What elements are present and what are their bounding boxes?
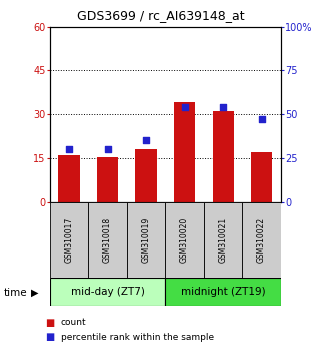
Bar xyxy=(204,202,242,278)
Bar xyxy=(213,111,234,202)
Text: midnight (ZT19): midnight (ZT19) xyxy=(181,287,265,297)
Bar xyxy=(50,202,88,278)
Text: GSM310018: GSM310018 xyxy=(103,217,112,263)
Text: mid-day (ZT7): mid-day (ZT7) xyxy=(71,287,144,297)
Text: ■: ■ xyxy=(45,332,54,342)
Bar xyxy=(174,103,195,202)
Text: GSM310022: GSM310022 xyxy=(257,217,266,263)
Bar xyxy=(58,155,80,202)
Text: count: count xyxy=(61,318,87,327)
Point xyxy=(259,116,264,122)
Point xyxy=(66,147,72,152)
Text: percentile rank within the sample: percentile rank within the sample xyxy=(61,332,214,342)
Text: GSM310017: GSM310017 xyxy=(65,217,74,263)
Point xyxy=(221,104,226,110)
Text: GSM310020: GSM310020 xyxy=(180,217,189,263)
Text: time: time xyxy=(3,288,27,298)
Text: ▶: ▶ xyxy=(31,288,39,298)
Point xyxy=(105,147,110,152)
Bar xyxy=(165,278,281,306)
Bar xyxy=(135,149,157,202)
Bar xyxy=(127,202,165,278)
Bar xyxy=(251,152,272,202)
Bar xyxy=(165,202,204,278)
Text: GSM310021: GSM310021 xyxy=(219,217,228,263)
Bar xyxy=(50,278,165,306)
Text: GSM310019: GSM310019 xyxy=(142,217,151,263)
Bar xyxy=(97,156,118,202)
Text: GDS3699 / rc_AI639148_at: GDS3699 / rc_AI639148_at xyxy=(77,9,244,22)
Text: ■: ■ xyxy=(45,318,54,328)
Point xyxy=(182,104,187,110)
Bar xyxy=(88,202,127,278)
Bar xyxy=(242,202,281,278)
Point xyxy=(143,138,149,143)
